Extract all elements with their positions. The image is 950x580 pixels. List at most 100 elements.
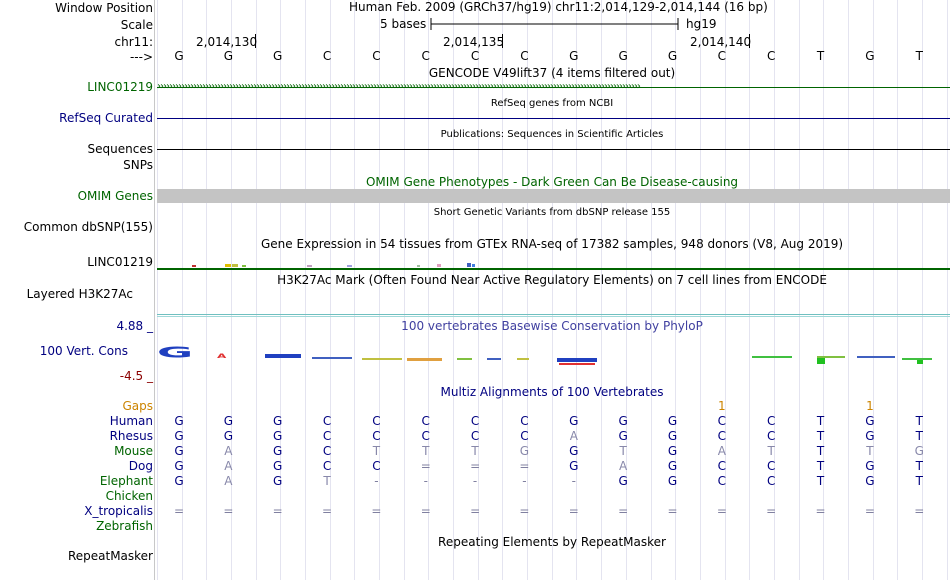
aligned-base: G xyxy=(667,414,678,428)
aligned-base: G xyxy=(667,429,678,443)
species-label-chicken[interactable]: Chicken xyxy=(105,489,153,503)
aligned-base: G xyxy=(273,444,283,458)
aligned-base: G xyxy=(174,414,184,428)
aligned-base: C xyxy=(717,474,727,488)
aligned-base: = xyxy=(173,504,185,518)
species-label-human[interactable]: Human xyxy=(109,414,153,428)
ruler-tick-mark-1 xyxy=(255,34,256,48)
aligned-base: C xyxy=(766,429,776,443)
aligned-base: C xyxy=(520,414,529,428)
aligned-base: C xyxy=(421,414,430,428)
refseq-gene-line[interactable] xyxy=(157,118,950,119)
repeatmasker-label[interactable]: RepeatMasker xyxy=(67,549,153,563)
aligned-base: = xyxy=(716,504,727,518)
gridline xyxy=(551,0,553,580)
aligned-base: A xyxy=(717,444,726,458)
linc01219-gene-feature[interactable]: ››››››››››››››››››››››››››››››››››››››››… xyxy=(157,81,950,93)
ref-base: C xyxy=(470,49,480,63)
gridline xyxy=(527,0,529,580)
ref-base: C xyxy=(322,49,332,63)
species-label-x_tropicalis[interactable]: X_tropicalis xyxy=(84,504,153,518)
gridline xyxy=(255,0,257,580)
vert-cons-label[interactable]: 100 Vert. Cons xyxy=(39,344,128,358)
species-label-mouse[interactable]: Mouse xyxy=(114,444,153,458)
sequences-line[interactable] xyxy=(157,149,950,150)
species-label-dog[interactable]: Dog xyxy=(128,459,153,473)
common-dbsnp-label[interactable]: Common dbSNP(155) xyxy=(23,220,153,234)
aligned-base: T xyxy=(619,444,627,458)
omim-genes-label[interactable]: OMIM Genes xyxy=(77,189,153,203)
gridline xyxy=(157,0,158,580)
multiz-track-title: Multiz Alignments of 100 Vertebrates xyxy=(440,385,664,399)
gridline xyxy=(749,0,751,580)
cons-min-label: -4.5 _ xyxy=(119,369,153,383)
sequences-label[interactable]: Sequences xyxy=(87,142,153,156)
aligned-base: = xyxy=(420,504,431,518)
aligned-base: T xyxy=(372,444,381,458)
ref-base: T xyxy=(816,49,825,63)
cons-max-label: 4.88 _ xyxy=(116,319,153,333)
gtex-expression-bars[interactable] xyxy=(157,262,950,270)
aligned-base: G xyxy=(223,429,233,443)
aligned-base: C xyxy=(322,444,332,458)
gaps-label[interactable]: Gaps xyxy=(122,399,153,413)
ruler-tick-mark-3 xyxy=(749,34,750,48)
species-label-zebrafish[interactable]: Zebrafish xyxy=(96,519,153,533)
species-label-elephant[interactable]: Elephant xyxy=(99,474,153,488)
ref-base: G xyxy=(667,49,678,63)
aligned-base: C xyxy=(322,414,332,428)
strand-arrow-label: ---> xyxy=(129,50,153,64)
aligned-base: C xyxy=(322,429,332,443)
aligned-base: G xyxy=(273,459,283,473)
h3k27ac-signal-line[interactable] xyxy=(157,314,950,315)
aligned-base: A xyxy=(224,444,233,458)
gridline xyxy=(625,0,627,580)
linc01219-gtex-label[interactable]: LINC01219 xyxy=(87,255,153,269)
ref-base: C xyxy=(520,49,529,63)
aligned-base: T xyxy=(915,459,923,473)
aligned-base: C xyxy=(766,414,776,428)
ruler-tick-2: 2,014,135 xyxy=(443,35,505,49)
aligned-base: = xyxy=(272,504,283,518)
aligned-base: - xyxy=(374,474,379,488)
ref-base: T xyxy=(915,49,923,63)
phylop-conservation-logo[interactable]: G A xyxy=(157,340,950,370)
refseq-curated-label[interactable]: RefSeq Curated xyxy=(59,111,153,125)
gridline xyxy=(699,0,701,580)
gridline xyxy=(823,0,825,580)
aligned-base: G xyxy=(174,444,184,458)
omim-track-title: OMIM Gene Phenotypes - Dark Green Can Be… xyxy=(365,175,739,189)
aligned-base: G xyxy=(667,474,678,488)
snps-label[interactable]: SNPs xyxy=(123,158,153,172)
gridline xyxy=(847,0,849,580)
omim-gene-bar[interactable] xyxy=(157,189,950,203)
window-position-label: Window Position xyxy=(55,1,153,15)
aligned-base: = xyxy=(371,504,382,518)
linc01219-gencode-label[interactable]: LINC01219 xyxy=(87,80,153,94)
aligned-base: G xyxy=(273,429,283,443)
ref-base: C xyxy=(766,49,776,63)
aligned-base: G xyxy=(569,414,579,428)
aligned-base: G xyxy=(865,429,875,443)
gap-count: 1 xyxy=(718,399,726,413)
aligned-base: C xyxy=(470,414,480,428)
aligned-base: = xyxy=(519,459,530,473)
dbsnp-track-title: Short Genetic Variants from dbSNP releas… xyxy=(433,207,671,218)
refseq-track-title: RefSeq genes from NCBI xyxy=(490,98,614,109)
gencode-track-title: GENCODE V49lift37 (4 items filtered out) xyxy=(428,66,676,80)
layered-h3k27ac-label[interactable]: Layered H3K27Ac xyxy=(26,287,133,301)
species-label-rhesus[interactable]: Rhesus xyxy=(109,429,153,443)
gridline xyxy=(206,0,208,580)
aligned-base: A xyxy=(569,429,578,443)
gridline xyxy=(181,0,183,580)
aligned-base: - xyxy=(522,474,527,488)
gridline xyxy=(329,0,331,580)
ref-base: G xyxy=(273,49,283,63)
aligned-base: C xyxy=(421,429,430,443)
aligned-base: = xyxy=(864,504,875,518)
gridline xyxy=(231,0,233,580)
gridline xyxy=(872,0,874,580)
aligned-base: G xyxy=(667,459,678,473)
aligned-base: G xyxy=(569,459,579,473)
gridline xyxy=(576,0,578,580)
